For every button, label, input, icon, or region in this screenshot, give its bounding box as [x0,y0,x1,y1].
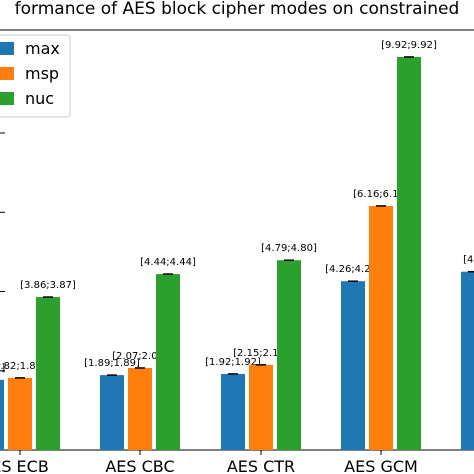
bar-max-2 [221,373,245,450]
bars-group: 1.77] [1.89;1.89] [1.92;1.92] [4.26;4.26] [4… [0,40,474,451]
data-label-max-1: [1.89;1.89] [84,358,140,369]
bar-max-4 [461,271,474,450]
chart-title: formance of AES block cipher modes on co… [15,0,460,19]
data-label-max-2: [1.92;1.92] [205,357,261,368]
bar-max-3 [341,281,365,450]
legend-label-nuc: nuc [25,89,54,108]
data-label-msp-1: [2.07;2.07] [112,351,168,362]
data-label-nuc-2: [4.79;4.80] [261,243,317,254]
data-label-msp-2: [2.15;2.15] [233,348,289,359]
data-label-nuc-1: [4.44;4.44] [140,257,196,268]
legend: max msp nuc [0,34,71,118]
bar-max-0 [0,379,4,450]
bar-msp-0 [8,377,32,450]
bar-nuc-3 [397,56,421,451]
bar-nuc-0 [36,297,60,450]
bar-msp-1 [128,367,152,450]
data-label-max-0: 1.77] [0,363,5,374]
data-label-msp-3: [6.16;6.16] [353,189,409,200]
legend-swatch-nuc [0,92,14,105]
data-label-nuc-3: [9.92;9.92] [381,40,437,51]
data-label-nuc-0: [3.86;3.87] [20,280,76,291]
bar-msp-3 [369,205,393,450]
x-tick-label-3: AES GCM [344,457,418,474]
data-label-max-4: [4.5 [463,255,474,266]
data-label-max-3: [4.26;4.26] [325,264,381,275]
legend-swatch-max [0,42,14,55]
legend-label-max: max [25,39,60,58]
data-label-msp-0: 1.82;1.82] [0,361,46,372]
x-tick-label-0: ES ECB [0,457,49,474]
bar-nuc-1 [156,274,180,450]
legend-label-msp: msp [25,64,59,83]
legend-frame [0,34,71,118]
x-tick-label-1: AES CBC [105,457,174,474]
legend-swatch-msp [0,67,14,80]
bar-nuc-2 [277,260,301,450]
bar-msp-2 [249,364,273,450]
bar-max-1 [100,375,124,450]
x-tick-label-2: AES CTR [227,457,295,474]
